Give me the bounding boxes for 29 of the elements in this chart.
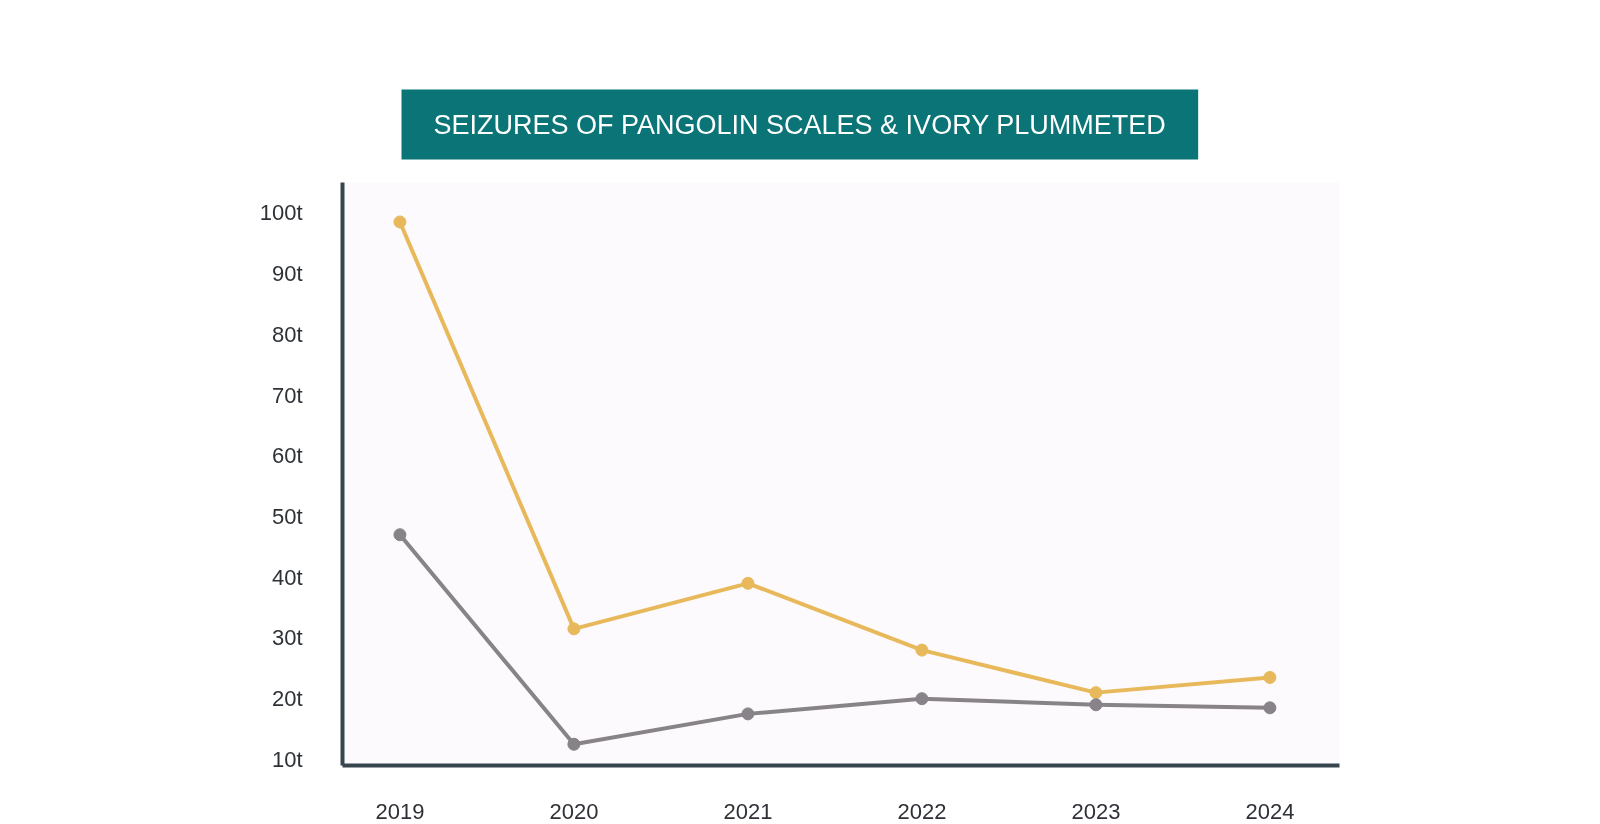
point [741, 707, 755, 721]
x-tick-label: 2019 [375, 798, 425, 824]
point [1089, 686, 1103, 700]
y-tick-label: 60t [271, 443, 303, 469]
chart-title: SEIZURES OF PANGOLIN SCALES & IVORY PLUMMETED [433, 109, 1166, 140]
y-tick-label: 50t [271, 504, 303, 530]
point [567, 622, 581, 636]
y-tick-label: 90t [271, 261, 303, 287]
x-tick-label: 2024 [1245, 798, 1295, 824]
x-tick-label: 2022 [897, 798, 947, 824]
point [567, 737, 581, 751]
point [915, 692, 929, 706]
x-tick-label: 2020 [549, 798, 599, 824]
point [1263, 701, 1277, 715]
point [1263, 670, 1277, 684]
x-tick-label: 2021 [723, 798, 773, 824]
point [915, 643, 929, 657]
y-tick-label: 80t [271, 321, 303, 347]
y-tick-label: 70t [271, 382, 303, 408]
y-tick-label: 10t [271, 746, 303, 772]
y-tick-label: 100t [259, 200, 303, 226]
point [393, 528, 407, 542]
y-tick-label: 20t [271, 686, 303, 712]
point [393, 215, 407, 229]
x-tick-label: 2023 [1071, 798, 1121, 824]
y-tick-label: 40t [271, 564, 303, 590]
y-tick-label: 30t [271, 625, 303, 651]
point [1089, 698, 1103, 712]
point [741, 576, 755, 590]
